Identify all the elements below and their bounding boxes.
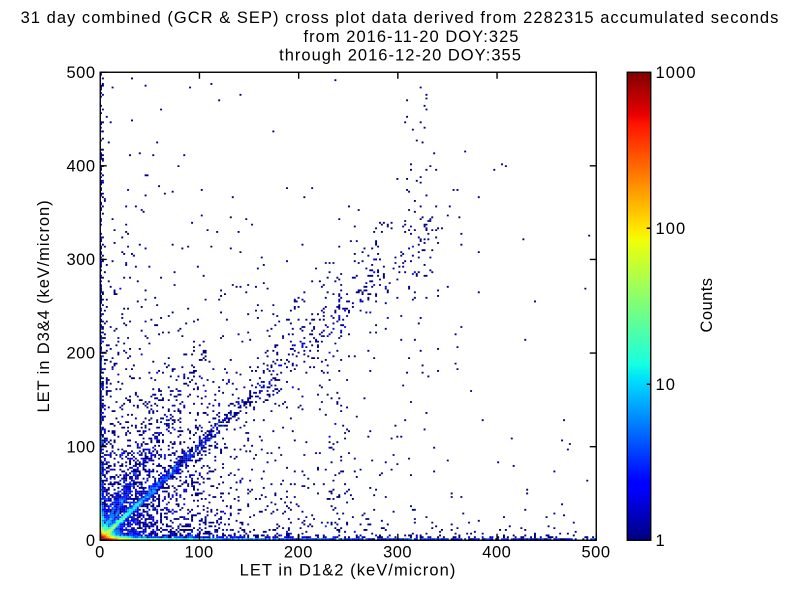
svg-text:1: 1 (656, 532, 666, 550)
svg-text:0: 0 (95, 543, 105, 561)
svg-text:LET in D3&4 (keV/micron): LET in D3&4 (keV/micron) (35, 200, 53, 413)
svg-text:10: 10 (656, 376, 677, 394)
svg-text:200: 200 (66, 345, 95, 363)
svg-text:300: 300 (66, 251, 95, 269)
svg-text:100: 100 (66, 438, 95, 456)
svg-text:31 day combined (GCR & SEP) cr: 31 day combined (GCR & SEP) cross plot d… (21, 9, 780, 27)
svg-text:300: 300 (383, 543, 412, 561)
svg-text:500: 500 (66, 64, 95, 82)
svg-text:0: 0 (86, 532, 96, 550)
svg-text:200: 200 (284, 543, 313, 561)
svg-text:500: 500 (581, 543, 610, 561)
svg-text:LET in D1&2 (keV/micron): LET in D1&2 (keV/micron) (240, 561, 457, 579)
svg-text:100: 100 (656, 220, 687, 238)
svg-text:through 2016-12-20 DOY:355: through 2016-12-20 DOY:355 (279, 47, 522, 65)
svg-text:400: 400 (482, 543, 511, 561)
svg-text:400: 400 (66, 158, 95, 176)
svg-text:1000: 1000 (656, 64, 697, 82)
svg-text:Counts: Counts (698, 278, 716, 333)
svg-text:100: 100 (185, 543, 214, 561)
svg-text:from 2016-11-20 DOY:325: from 2016-11-20 DOY:325 (304, 28, 520, 46)
